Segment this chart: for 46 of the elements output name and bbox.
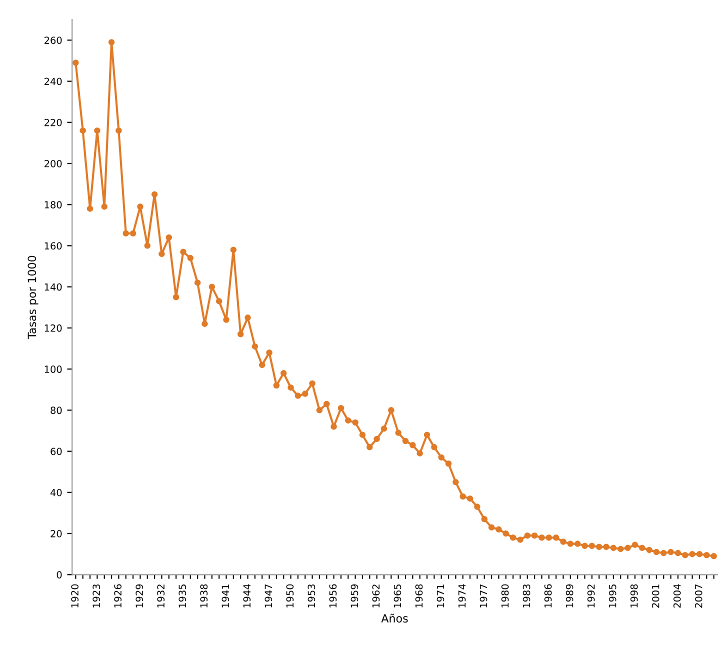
- x-tick-label: 1968: [415, 584, 423, 608]
- x-tick-label: 2004: [673, 584, 681, 608]
- x-tick-label: 1977: [480, 584, 488, 608]
- y-tick-label: 100: [44, 366, 62, 373]
- y-tick-label: 20: [50, 530, 62, 538]
- x-tick-label: 1983: [522, 584, 530, 608]
- y-tick-label: 260: [44, 36, 62, 44]
- y-tick-label: 0: [56, 571, 62, 578]
- y-tick-label: 140: [44, 283, 62, 291]
- y-tick-label: 240: [44, 78, 62, 86]
- x-tick-label: 1941: [222, 584, 230, 608]
- x-tick-label: 1935: [178, 584, 186, 608]
- x-tick-label: 1962: [372, 584, 380, 608]
- x-tick-label: 1965: [394, 584, 402, 608]
- y-tick-label: 40: [50, 488, 62, 496]
- y-tick-label: 160: [44, 242, 62, 250]
- x-tick-label: 1932: [157, 584, 165, 608]
- x-axis-title: Años: [381, 614, 408, 623]
- y-tick-label: 80: [50, 406, 62, 414]
- x-tick-label: 2007: [694, 584, 702, 608]
- x-tick-label: 1992: [587, 584, 595, 608]
- x-tick-label: 1947: [264, 584, 272, 608]
- x-tick-label: 1920: [71, 584, 79, 608]
- y-tick-label: 60: [50, 448, 62, 456]
- x-tick-label: 1956: [329, 584, 337, 608]
- x-tick-label: 1953: [308, 584, 316, 608]
- y-tick-label: 200: [44, 160, 62, 168]
- x-tick-label: 2001: [652, 584, 660, 608]
- x-tick-label: 1974: [458, 584, 466, 608]
- y-tick-label: 120: [44, 324, 62, 332]
- x-tick-label: 1998: [630, 584, 638, 608]
- y-tick-label: 180: [44, 201, 62, 208]
- x-tick-label: 1959: [350, 584, 358, 608]
- x-tick-label: 1950: [286, 584, 294, 608]
- y-axis-title: Tasas por 1000: [28, 256, 38, 340]
- x-tick-label: 1986: [544, 584, 552, 608]
- x-tick-label: 1926: [114, 584, 122, 608]
- x-tick-label: 1980: [501, 584, 509, 608]
- x-tick-label: 1923: [92, 584, 100, 608]
- x-tick-label: 1995: [608, 584, 616, 608]
- y-tick-label: 220: [44, 118, 62, 126]
- x-tick-label: 1929: [136, 584, 144, 608]
- x-tick-label: 1944: [243, 584, 251, 608]
- x-tick-label: 1989: [566, 584, 574, 608]
- x-tick-label: 1971: [436, 584, 444, 608]
- x-tick-label: 1938: [200, 584, 208, 608]
